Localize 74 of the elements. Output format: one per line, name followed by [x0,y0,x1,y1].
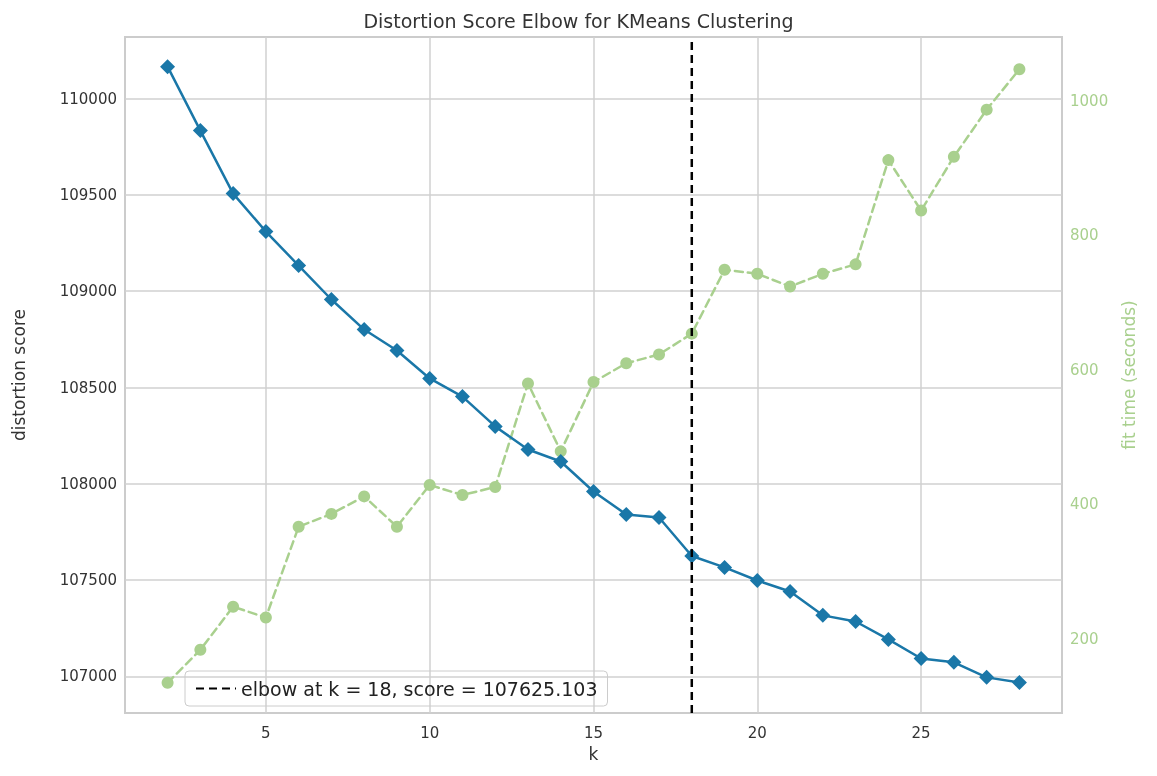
point [161,676,174,689]
point [456,489,469,502]
point [880,631,896,647]
point [389,343,405,359]
chart-title: Distortion Score Elbow for KMeans Clustering [363,9,794,32]
point [325,507,338,520]
point [259,611,272,624]
point [520,442,536,458]
y-tick-label: 107000 [59,667,117,686]
point [1013,63,1026,76]
point [946,654,962,670]
point [882,154,895,167]
point [423,478,436,491]
x-tick-label: 5 [261,723,271,742]
point [323,292,339,307]
point [227,600,240,613]
point [749,573,765,588]
x-axis-title: k [588,743,599,764]
y-tick-label: 108000 [59,474,117,493]
point [979,669,995,685]
point [587,376,600,389]
point [291,258,307,274]
y2-tick-label: 600 [1070,360,1099,379]
point [913,651,929,666]
point [225,186,241,202]
point [553,453,569,469]
point [653,348,666,361]
point [815,607,831,623]
point [915,204,928,217]
y-axis-title: distortion score [8,308,29,442]
point [651,510,667,526]
ref-line-label: elbow at k = 18, score = 107625.103 [241,677,598,700]
y-tick-label: 110000 [59,89,117,108]
point [292,520,305,533]
point [816,267,829,280]
point [194,643,207,656]
x-tick-label: 20 [747,723,767,742]
point [849,258,862,271]
point [848,614,864,630]
point [947,150,960,163]
point [192,123,208,139]
point [521,377,534,390]
point [422,370,438,386]
point [618,506,634,522]
y-tick-label: 109500 [59,185,117,204]
point [258,224,274,240]
point [390,520,403,533]
point [751,267,764,280]
y-tick-label: 107500 [59,571,117,590]
point [784,280,797,293]
point [1011,674,1027,690]
point [980,103,993,116]
point [454,389,470,405]
point [554,445,567,458]
point [620,357,633,370]
x-tick-label: 15 [583,723,604,742]
y2-tick-label: 400 [1070,495,1099,514]
y2-tick-label: 1000 [1070,91,1109,110]
point [586,484,601,500]
y2-tick-label: 200 [1070,630,1099,649]
y2-tick-label: 800 [1070,226,1099,245]
point [160,59,176,75]
x-tick-label: 25 [911,723,931,742]
y2-axis-title: fit time (seconds) [1118,300,1139,450]
y-tick-label: 108500 [59,378,117,397]
point [782,583,798,599]
point [718,263,731,276]
point [356,322,372,338]
point [717,559,733,575]
point [489,481,502,493]
x-tick-label: 10 [420,723,440,742]
y-tick-label: 109000 [59,282,117,301]
point [358,490,371,503]
point [487,418,503,434]
